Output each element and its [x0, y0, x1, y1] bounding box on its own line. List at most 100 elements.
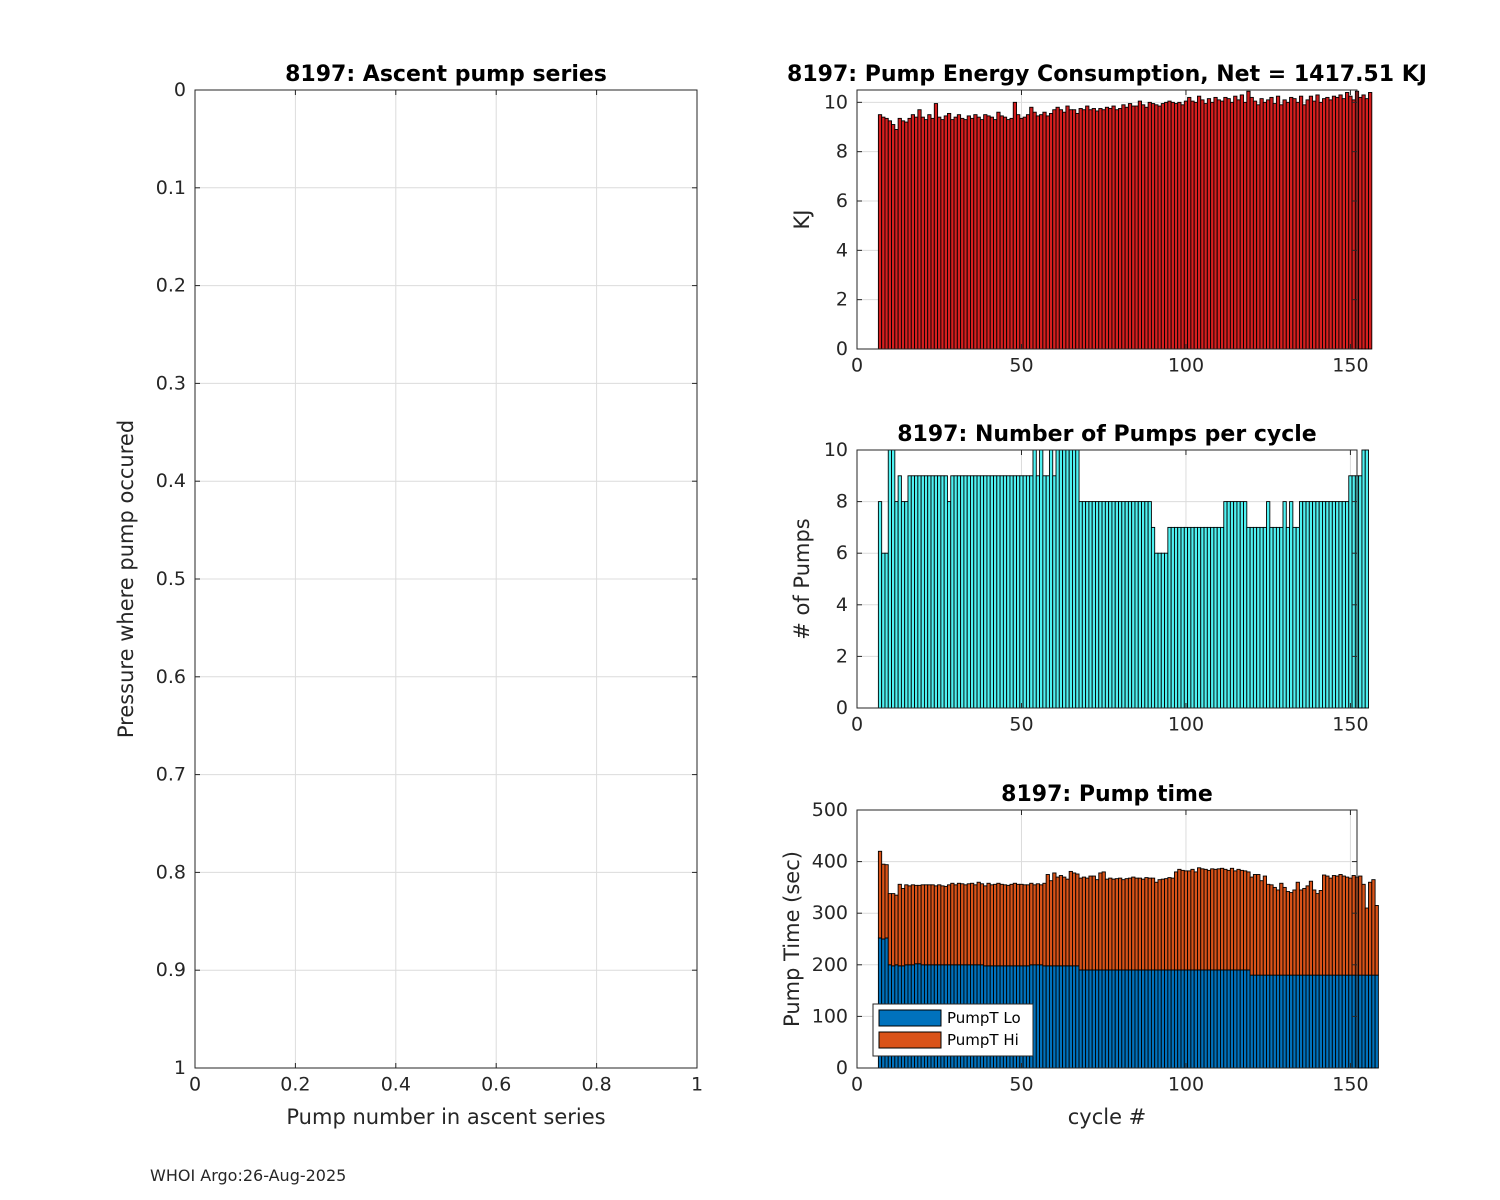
bar-pumpt-hi: [881, 863, 886, 940]
bar: [907, 475, 912, 709]
bar: [1193, 101, 1198, 350]
bar-pumpt-hi: [1331, 875, 1337, 976]
bar-pumpt-hi: [923, 884, 929, 966]
bar-pumpt-hi: [940, 885, 945, 966]
bar-pumpt-hi: [1302, 887, 1307, 976]
bar-pumpt-lo: [1065, 965, 1070, 1069]
bar: [976, 116, 981, 350]
bar: [1180, 104, 1185, 350]
bar-pumpt-hi: [1200, 868, 1205, 971]
y-tick-label: 1: [174, 1057, 186, 1079]
bar: [877, 114, 883, 350]
bar: [1226, 98, 1231, 350]
bar: [891, 124, 896, 350]
bar: [1318, 501, 1323, 709]
bar: [1154, 552, 1159, 709]
x-tick-label: 50: [1009, 714, 1033, 736]
bar: [1220, 526, 1225, 709]
bar-pumpt-lo: [1289, 974, 1294, 1069]
bar: [989, 116, 994, 350]
x-tick-label: 150: [1332, 1074, 1368, 1096]
bar-pumpt-hi: [1203, 868, 1208, 971]
bar: [1210, 526, 1215, 709]
bar-pumpt-hi: [986, 882, 991, 967]
bar-pumpt-hi: [1111, 878, 1116, 971]
bar-pumpt-lo: [1213, 969, 1218, 1069]
bar: [996, 111, 1001, 350]
bar-pumpt-lo: [1305, 974, 1310, 1069]
bar: [1167, 526, 1172, 709]
bar: [963, 475, 968, 709]
bar: [1289, 96, 1294, 350]
plot-area: [877, 449, 1369, 709]
bar-pumpt-hi: [1262, 875, 1267, 976]
bar-pumpt-lo: [1150, 969, 1156, 1069]
bar-pumpt-lo: [1190, 969, 1195, 1069]
y-tick-label: 0.2: [156, 275, 186, 297]
x-tick-label: 150: [1332, 714, 1368, 736]
bar-pumpt-lo: [1035, 964, 1041, 1069]
bar-pumpt-lo: [1358, 974, 1363, 1069]
bar-pumpt-hi: [1065, 878, 1070, 967]
bar-pumpt-hi: [1206, 869, 1212, 971]
y-tick-label: 0: [836, 1057, 848, 1079]
bar: [1137, 100, 1142, 350]
bar: [1368, 92, 1373, 350]
bar: [1035, 115, 1041, 350]
bar-pumpt-hi: [979, 883, 985, 966]
bar-pumpt-hi: [1035, 883, 1041, 966]
legend-label: PumpT Lo: [947, 1009, 1021, 1027]
x-tick-label: 0: [851, 1074, 863, 1096]
bar: [953, 116, 958, 350]
bar-pumpt-lo: [1121, 969, 1126, 1069]
bar: [1104, 106, 1110, 350]
bar-pumpt-lo: [1249, 974, 1254, 1069]
bar: [877, 501, 883, 709]
bar: [1144, 501, 1149, 709]
bar: [1032, 111, 1037, 350]
bar-pumpt-hi: [1322, 874, 1327, 976]
bar: [1078, 501, 1083, 709]
bar: [1275, 95, 1281, 350]
bar: [1101, 109, 1106, 350]
bar-pumpt-hi: [1295, 881, 1300, 976]
bar: [943, 475, 948, 709]
bar: [1150, 103, 1156, 350]
bar-pumpt-hi: [1364, 907, 1369, 976]
bar-pumpt-hi: [1328, 877, 1333, 976]
y-tick-label: 0.5: [156, 568, 186, 590]
bar: [1364, 449, 1369, 709]
bar-pumpt-hi: [930, 884, 935, 966]
bar: [1078, 108, 1083, 350]
y-tick-label: 10: [824, 91, 848, 113]
bar-pumpt-lo: [1361, 974, 1366, 1069]
bar: [1006, 119, 1011, 350]
bar-pumpt-lo: [1295, 974, 1300, 1069]
bar: [1298, 501, 1304, 709]
bar: [1279, 526, 1284, 709]
bar: [1019, 117, 1024, 350]
bar: [950, 119, 955, 350]
bar-pumpt-hi: [920, 884, 925, 966]
bar-pumpt-hi: [1272, 886, 1277, 976]
bar-pumpt-hi: [1160, 878, 1166, 971]
bar: [1187, 526, 1192, 709]
bar-pumpt-lo: [1275, 974, 1281, 1069]
bar: [1233, 501, 1238, 709]
bar: [1305, 501, 1310, 709]
bar: [1243, 501, 1248, 709]
bar: [887, 120, 892, 350]
bar-pumpt-lo: [1351, 974, 1356, 1069]
bar: [933, 475, 939, 709]
bar: [1088, 501, 1093, 709]
bar-pumpt-lo: [1183, 969, 1189, 1069]
bar: [1285, 101, 1291, 350]
bar: [1088, 109, 1093, 350]
bar-pumpt-hi: [1157, 879, 1162, 971]
x-tick-label: 50: [1009, 355, 1033, 377]
bar: [1315, 94, 1320, 350]
y-tick-label: 0: [174, 79, 186, 101]
bar-pumpt-hi: [1308, 880, 1314, 976]
bar: [1213, 526, 1218, 709]
bar: [1183, 100, 1189, 350]
